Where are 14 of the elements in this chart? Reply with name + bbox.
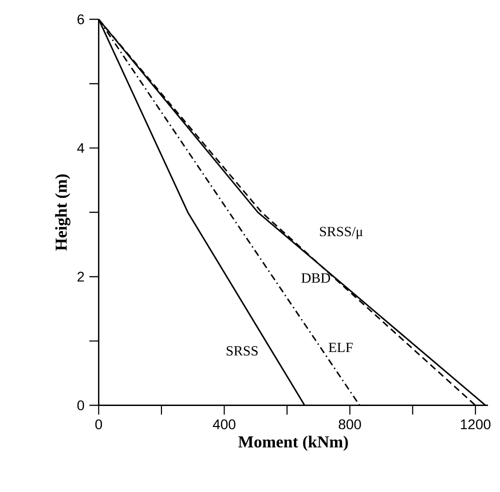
x-axis-title: Moment (kNm) bbox=[238, 436, 348, 451]
series-label: SRSS bbox=[226, 346, 258, 356]
x-tick-label: 1200 bbox=[460, 419, 490, 430]
series-label: DBD bbox=[301, 273, 330, 283]
y-tick-label: 0 bbox=[77, 400, 84, 410]
y-axis-title: Height (m) bbox=[55, 174, 70, 251]
x-tick-label: 400 bbox=[212, 419, 236, 430]
y-tick-label: 6 bbox=[78, 14, 84, 24]
series-label: SRSS/μ bbox=[320, 226, 363, 240]
y-tick-label: 4 bbox=[77, 143, 84, 153]
y-tick-label: 2 bbox=[78, 272, 84, 282]
x-tick-label: 800 bbox=[338, 419, 361, 430]
x-tick-label: 0 bbox=[95, 419, 102, 430]
series-label: ELF bbox=[328, 342, 353, 352]
